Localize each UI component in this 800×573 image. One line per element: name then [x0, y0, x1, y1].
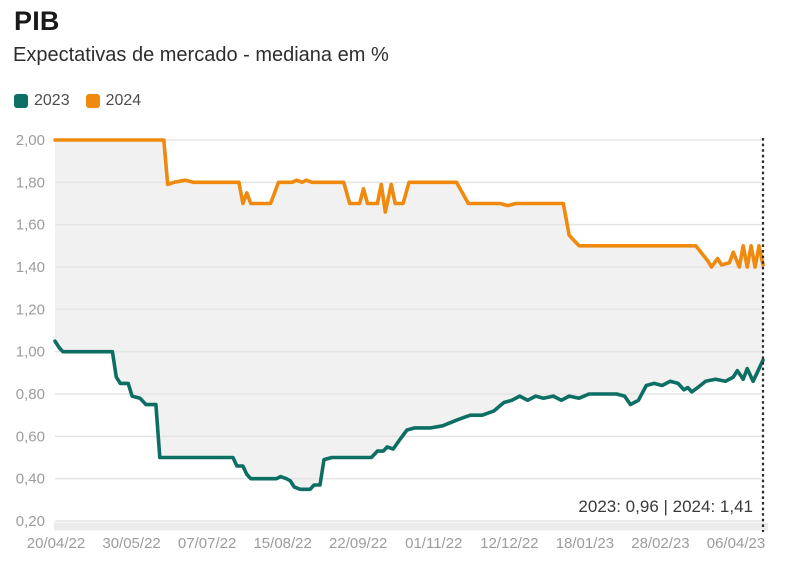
y-axis-tick-label: 0,40 — [16, 471, 45, 488]
y-axis-tick-label: 2,00 — [16, 132, 45, 149]
y-axis-tick-label: 0,80 — [16, 386, 45, 403]
legend-item-2023: 2023 — [14, 92, 70, 110]
page-subtitle: Expectativas de mercado - mediana em % — [13, 44, 389, 66]
y-axis-tick-label: 1,40 — [16, 259, 45, 276]
x-axis-tick-label: 22/09/22 — [329, 535, 387, 552]
legend-item-2024: 2024 — [85, 92, 142, 110]
legend-swatch-2024 — [85, 94, 100, 108]
x-axis-tick-label: 06/04/23 — [707, 535, 765, 552]
y-axis-tick-label: 1,60 — [16, 217, 45, 234]
series-line-2023 — [53, 339, 765, 492]
x-axis-tick-label: 30/05/22 — [102, 535, 160, 552]
x-axis-tick-label: 01/11/22 — [405, 535, 462, 552]
x-axis-tick-label: 15/08/22 — [253, 535, 311, 552]
legend-swatch-2023 — [14, 94, 28, 108]
x-axis-tick-label: 07/07/22 — [178, 535, 236, 552]
x-axis-tick-label: 18/01/23 — [556, 535, 614, 552]
x-axis-tick-label: 20/04/22 — [27, 535, 85, 552]
y-axis-tick-label: 1,00 — [16, 344, 45, 361]
series-line-2024 — [53, 138, 765, 269]
page-title: PIB — [14, 6, 60, 36]
y-axis-tick-label: 1,20 — [16, 301, 45, 318]
latest-values-annotation: 2023: 0,96 | 2024: 1,41 — [578, 497, 753, 516]
x-axis-tick-label: 28/02/23 — [631, 535, 689, 552]
x-axis-tick-label: 12/12/22 — [480, 535, 538, 552]
y-axis-tick-label: 0,20 — [16, 513, 45, 530]
series-area-fill — [55, 140, 763, 490]
legend-label-2023: 2023 — [34, 92, 70, 109]
y-axis-tick-label: 0,60 — [16, 428, 45, 445]
legend-label-2024: 2024 — [105, 92, 142, 109]
y-axis-tick-label: 1,80 — [16, 174, 45, 191]
legend: 2023 2024 — [14, 92, 141, 110]
